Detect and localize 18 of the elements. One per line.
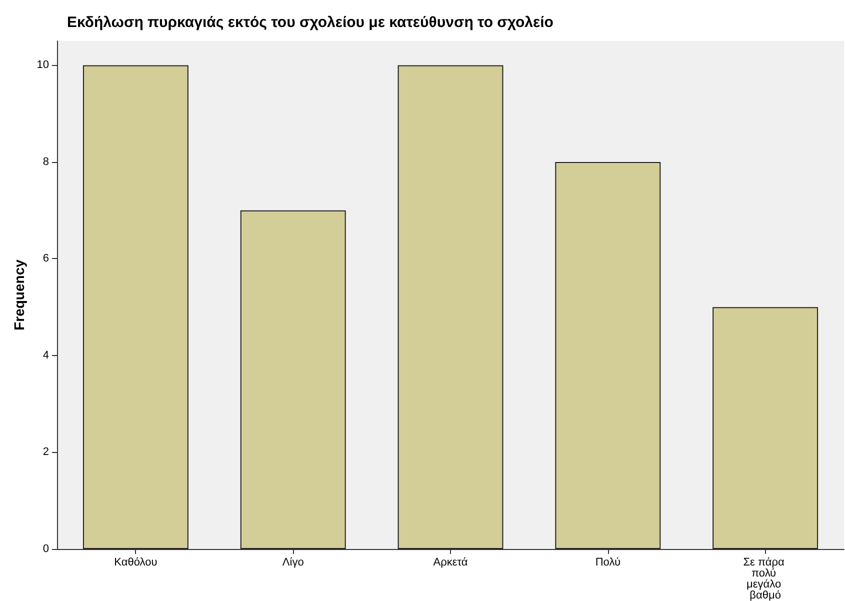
y-tick-label: 6 <box>42 252 49 265</box>
x-tick-label: Αρκετά <box>433 556 468 568</box>
y-tick-label: 4 <box>42 349 49 362</box>
chart-title: Εκδήλωση πυρκαγιάς εκτός του σχολείου με κατεύθυνση το σχολείο <box>67 14 554 31</box>
x-tick-label: Καθόλου <box>114 556 158 568</box>
bar <box>555 162 661 549</box>
x-tick-label: Λίγο <box>282 556 304 568</box>
y-tick-label: 8 <box>42 156 49 168</box>
y-tick-label: 10 <box>36 59 49 72</box>
bar <box>398 65 504 549</box>
bar <box>240 210 346 549</box>
y-tick-label: 0 <box>42 543 49 555</box>
bar <box>82 65 188 549</box>
bar <box>712 307 818 549</box>
y-axis-title: Frequency <box>10 259 27 330</box>
y-tick-label: 2 <box>42 446 49 458</box>
x-tick-label: Πολύ <box>595 556 620 568</box>
x-tick-label: Σε πάρα πολύ μεγάλο βαθμό <box>743 556 788 601</box>
